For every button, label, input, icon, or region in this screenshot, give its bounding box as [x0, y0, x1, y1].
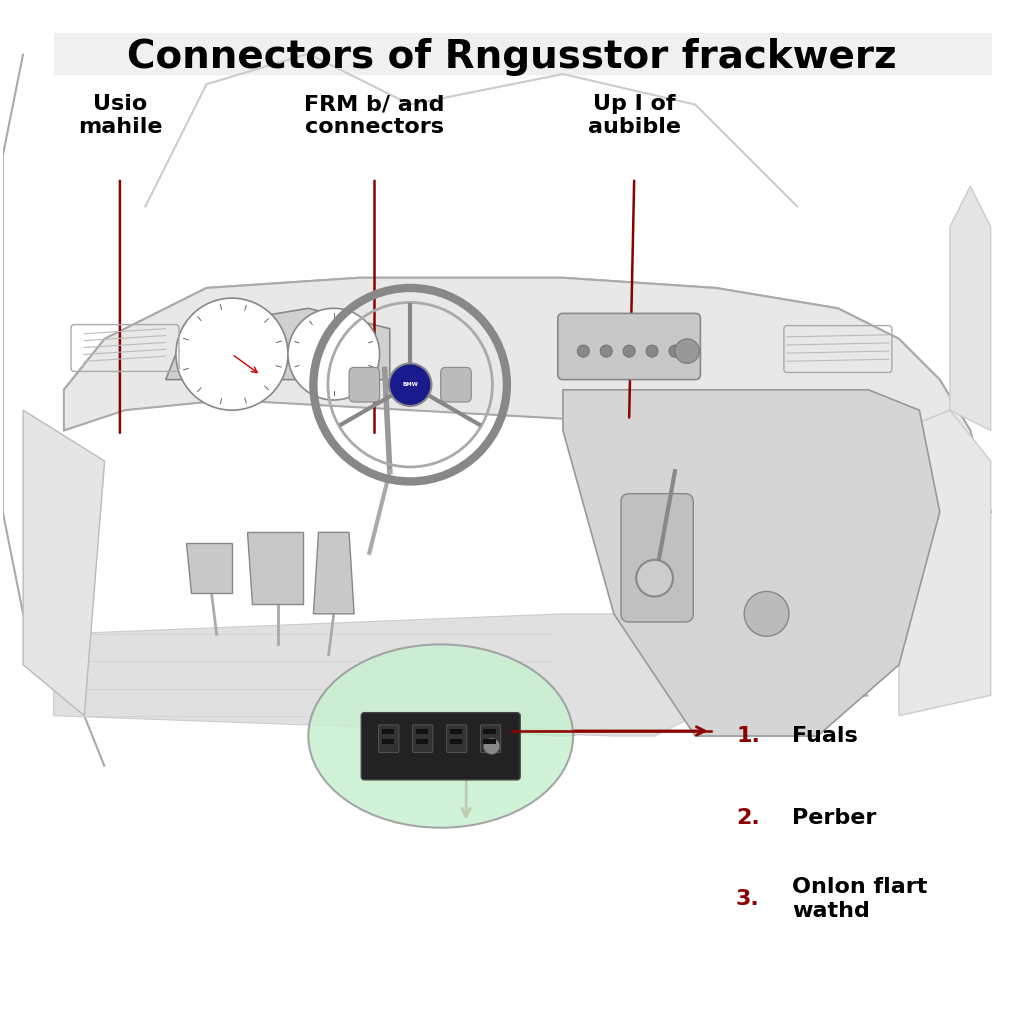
Circle shape — [600, 345, 612, 357]
FancyBboxPatch shape — [413, 725, 433, 753]
Polygon shape — [53, 613, 695, 736]
Circle shape — [578, 345, 590, 357]
FancyBboxPatch shape — [480, 725, 501, 753]
FancyBboxPatch shape — [446, 725, 467, 753]
FancyBboxPatch shape — [621, 494, 693, 622]
FancyBboxPatch shape — [379, 725, 399, 753]
FancyBboxPatch shape — [382, 739, 394, 744]
FancyBboxPatch shape — [440, 368, 471, 402]
Polygon shape — [950, 186, 990, 430]
Circle shape — [288, 308, 380, 400]
Polygon shape — [899, 411, 990, 716]
Polygon shape — [63, 278, 990, 512]
Circle shape — [389, 364, 431, 406]
FancyBboxPatch shape — [558, 313, 700, 380]
Text: BMW: BMW — [402, 382, 418, 387]
FancyBboxPatch shape — [361, 713, 520, 780]
Circle shape — [623, 345, 635, 357]
Polygon shape — [186, 543, 231, 594]
FancyBboxPatch shape — [450, 729, 462, 734]
Text: Connectors of Rngusstor frackwerz: Connectors of Rngusstor frackwerz — [127, 39, 897, 77]
Polygon shape — [24, 411, 104, 716]
Polygon shape — [313, 532, 354, 613]
Circle shape — [483, 738, 500, 755]
Text: Perber: Perber — [793, 808, 877, 827]
Circle shape — [669, 345, 681, 357]
Circle shape — [176, 298, 288, 411]
Text: FRM b/ and
connectors: FRM b/ and connectors — [304, 94, 444, 137]
FancyBboxPatch shape — [450, 739, 462, 744]
Ellipse shape — [308, 644, 573, 827]
FancyBboxPatch shape — [483, 729, 496, 734]
Circle shape — [646, 345, 658, 357]
Circle shape — [636, 560, 673, 597]
Text: Onlon flart
wathd: Onlon flart wathd — [793, 878, 928, 921]
Circle shape — [744, 592, 790, 636]
Polygon shape — [563, 390, 940, 736]
Text: 3.: 3. — [736, 889, 760, 909]
FancyBboxPatch shape — [382, 729, 394, 734]
Circle shape — [675, 339, 699, 364]
Polygon shape — [247, 532, 303, 604]
FancyBboxPatch shape — [349, 368, 380, 402]
Polygon shape — [166, 308, 390, 380]
Text: Fuals: Fuals — [793, 726, 858, 746]
Text: 2.: 2. — [736, 808, 760, 827]
Text: 1.: 1. — [736, 726, 760, 746]
FancyBboxPatch shape — [416, 739, 428, 744]
FancyBboxPatch shape — [416, 729, 428, 734]
Text: Usio
mahile: Usio mahile — [78, 94, 162, 137]
FancyBboxPatch shape — [483, 739, 496, 744]
Text: Up I of
aubible: Up I of aubible — [588, 94, 681, 137]
